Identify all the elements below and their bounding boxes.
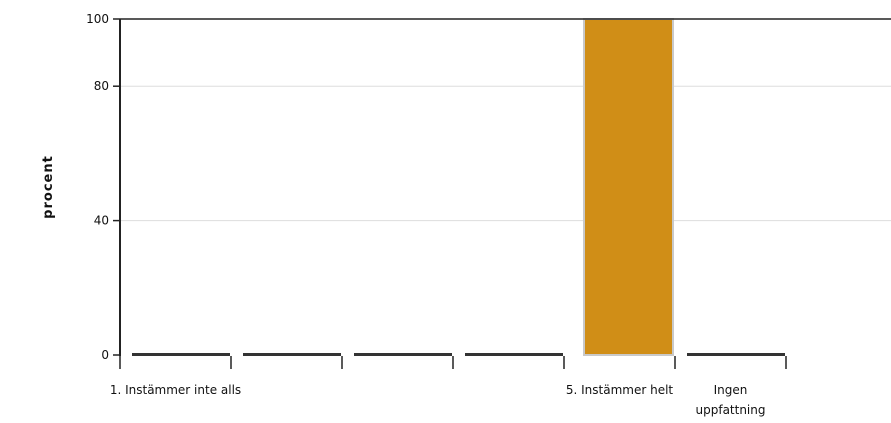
x-tick-label-line: uppfattning [696,403,766,417]
bar [132,353,230,356]
y-tick-label: 80 [94,79,109,93]
bar [243,353,341,356]
bars [132,18,785,356]
bar [687,353,785,356]
bar [583,18,674,356]
x-tick-label: 5. Instämmer helt [566,383,674,397]
axes [119,18,891,356]
bar [465,353,563,356]
y-tick-label: 40 [94,214,109,228]
y-tick-label: 100 [86,12,109,26]
grid-lines [120,18,891,222]
x-tick-label: Ingen uppfattning [696,383,766,417]
x-tick-label: 1. Instämmer inte alls [110,383,241,397]
bar [354,353,452,356]
y-tick-label: 0 [101,348,109,362]
x-ticks: 1. Instämmer inte alls 5. Instämmer helt I… [110,356,787,417]
x-tick-label-line: Ingen [714,383,748,397]
y-ticks: 0 40 80 100 [86,12,120,362]
y-axis-label: procent [41,155,56,219]
